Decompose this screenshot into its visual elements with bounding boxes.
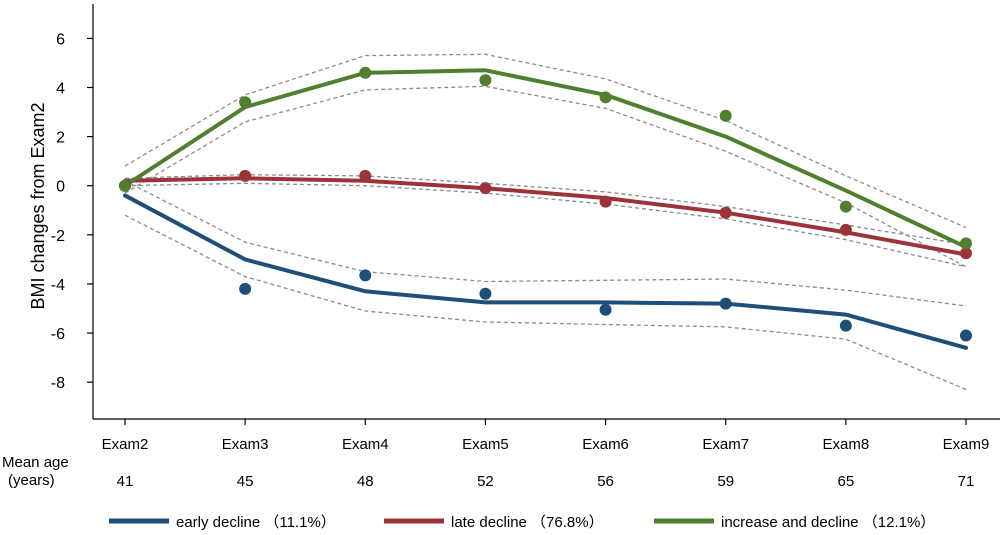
y-tick-label: -4 xyxy=(51,277,65,294)
increase-and-decline-point xyxy=(239,96,252,109)
x-tick-label: Exam5 xyxy=(462,436,509,453)
increase-and-decline-point xyxy=(839,200,852,213)
y-tick-label: 0 xyxy=(56,179,65,196)
mean-age-value: 56 xyxy=(597,473,614,490)
mean-age-caption-line2: (years) xyxy=(8,472,55,489)
x-tick-labels: Exam2 Exam3 Exam4 Exam5 Exam6 Exam7 Exam8 Exam9 xyxy=(102,436,990,453)
late-decline-point xyxy=(239,169,252,182)
mean-age-value: 52 xyxy=(477,473,494,490)
y-axis-label: BMI changes from Exam2 xyxy=(28,102,48,309)
y-tick-label: -2 xyxy=(51,228,65,245)
legend: early decline （11.1%） late decline （76.8%… xyxy=(109,514,935,531)
early-decline-ci-upper xyxy=(124,180,967,307)
mean-age-values: 41 45 48 52 56 59 65 71 xyxy=(117,473,975,490)
early-decline-point xyxy=(359,269,372,282)
x-tick-label: Exam6 xyxy=(582,436,629,453)
late-decline-point xyxy=(960,247,972,260)
late-decline-ci-lower xyxy=(124,182,967,268)
increase-and-decline-point xyxy=(719,109,732,122)
mean-age-value: 59 xyxy=(717,473,734,490)
mean-age-value: 71 xyxy=(958,473,975,490)
late-decline-ci-upper xyxy=(124,174,967,246)
y-tick-label: 4 xyxy=(56,80,65,97)
early-decline-legend-label: early decline （11.1%） xyxy=(176,514,336,531)
late-decline-line xyxy=(123,176,968,257)
x-tick-label: Exam7 xyxy=(702,436,749,453)
late-decline-point xyxy=(359,169,372,182)
early-decline-point xyxy=(479,287,492,300)
early-decline-ci-lower xyxy=(124,214,967,391)
increase-and-decline-point xyxy=(479,74,492,87)
confidence-bands xyxy=(124,53,967,391)
observed-points xyxy=(119,66,972,342)
late-decline-point xyxy=(479,182,492,195)
early-decline-line xyxy=(123,193,968,350)
x-tick-label: Exam3 xyxy=(222,436,269,453)
late-decline-point xyxy=(599,195,612,208)
mean-age-value: 45 xyxy=(237,473,254,490)
increase-and-decline-point xyxy=(359,66,372,79)
x-tick-label: Exam4 xyxy=(342,436,389,453)
y-tick-label: 6 xyxy=(56,31,65,48)
y-tick-label: 2 xyxy=(56,130,65,147)
early-decline-point xyxy=(599,303,612,316)
late-decline-point xyxy=(719,206,732,219)
y-tick-label: -8 xyxy=(51,375,65,392)
x-tick-label: Exam8 xyxy=(823,436,870,453)
increase-and-decline-point xyxy=(599,91,612,104)
mean-age-caption-line1: Mean age xyxy=(2,454,69,471)
increase-and-decline-ci-lower xyxy=(124,85,967,268)
early-decline-point xyxy=(239,282,252,295)
late-decline-legend-label: late decline （76.8%） xyxy=(451,514,604,531)
mean-age-value: 41 xyxy=(117,473,134,490)
early-decline-point xyxy=(839,319,852,332)
increase-and-decline-point xyxy=(119,179,131,192)
y-tick-label: -6 xyxy=(51,326,65,343)
early-decline-point xyxy=(719,297,732,310)
late-decline-point xyxy=(839,223,852,236)
mean-age-value: 48 xyxy=(357,473,374,490)
x-tick-label: Exam2 xyxy=(102,436,149,453)
increase-and-decline-legend-label: increase and decline （12.1%） xyxy=(721,514,935,531)
x-tick-label: Exam9 xyxy=(943,436,990,453)
mean-age-value: 65 xyxy=(838,473,855,490)
increase-and-decline-point xyxy=(960,237,972,250)
early-decline-point xyxy=(960,329,972,342)
axes: 6 4 2 0 -2 -4 -6 -8 xyxy=(51,4,1000,425)
increase-and-decline-ci-upper xyxy=(124,53,967,229)
fitted-lines xyxy=(123,68,968,350)
increase-and-decline-line xyxy=(123,68,968,250)
